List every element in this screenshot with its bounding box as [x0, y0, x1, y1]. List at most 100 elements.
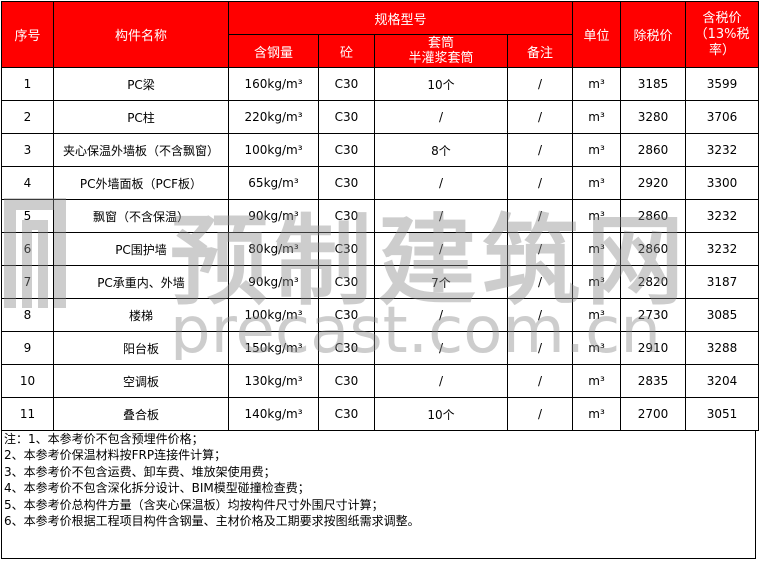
cell-name: PC承重内、外墙: [53, 265, 229, 299]
cell-remark: /: [506, 265, 574, 299]
cell-concrete: C30: [318, 397, 375, 431]
cell-steel: 65kg/m³: [228, 166, 319, 200]
table-row: 1 PC梁 160kg/m³ C30 10个 / m³ 3185 3599: [1, 67, 760, 101]
cell-remark: /: [506, 199, 574, 233]
cell-price-ex: 3280: [620, 100, 687, 134]
cell-steel: 150kg/m³: [228, 331, 319, 365]
cell-name: 飘窗（不含保温）: [53, 199, 229, 233]
table-row: 7 PC承重内、外墙 90kg/m³ C30 7个 / m³ 2820 3187: [1, 265, 760, 299]
header-price-inc: 含税价（13%税率）: [685, 1, 760, 68]
table-row: 5 飘窗（不含保温） 90kg/m³ C30// m³ 2860 3232: [1, 199, 760, 233]
table-row: 10 空调板 130kg/m³ C30// m³ 2835 3204: [1, 364, 760, 398]
cell-seq: 8: [1, 298, 54, 332]
cell-name: PC梁: [53, 67, 229, 101]
header-price-ex: 除税价: [620, 1, 687, 68]
note-line: 4、本参考价不包含深化拆分设计、BIM模型碰撞检查费；: [4, 481, 310, 496]
header-spec: 规格型号: [227, 1, 574, 35]
note-line: 3、本参考价不包含运费、卸车费、堆放架使用费；: [4, 464, 276, 479]
cell-remark: /: [506, 67, 574, 101]
cell-seq: 1: [1, 67, 54, 101]
cell-sleeve: 10个: [374, 397, 508, 431]
cell-concrete: C30: [318, 199, 375, 233]
header-unit: 单位: [572, 1, 622, 68]
cell-unit: m³: [572, 67, 622, 101]
cell-sleeve: /: [374, 100, 508, 134]
cell-unit: m³: [572, 397, 622, 431]
cell-price-inc: 3187: [685, 265, 760, 299]
cell-concrete: C30: [318, 133, 375, 167]
cell-price-ex: 3185: [620, 67, 687, 101]
cell-steel: 100kg/m³: [228, 298, 319, 332]
header-steel: 含钢量: [228, 34, 319, 68]
cell-steel: 140kg/m³: [228, 397, 319, 431]
cell-price-inc: 3300: [685, 166, 760, 200]
cell-price-ex: 2700: [620, 397, 687, 431]
cell-price-inc: 3232: [685, 199, 760, 233]
cell-sleeve: 7个: [374, 265, 508, 299]
cell-name: 楼梯: [53, 298, 229, 332]
cell-concrete: C30: [318, 364, 375, 398]
cell-steel: 160kg/m³: [228, 67, 319, 101]
cell-concrete: C30: [318, 331, 375, 365]
cell-remark: /: [506, 100, 574, 134]
cell-unit: m³: [572, 100, 622, 134]
cell-concrete: C30: [318, 67, 375, 101]
note-line: 注：1、本参考价不包含预埋件价格；: [4, 432, 204, 446]
cell-steel: 100kg/m³: [228, 133, 319, 167]
cell-unit: m³: [572, 364, 622, 398]
cell-price-inc: 3085: [685, 298, 760, 332]
price-table: 序号 构件名称 规格型号 单位 除税价 含税价（13%税率） 含钢量 砼 套筒 …: [1, 1, 760, 431]
cell-seq: 4: [1, 166, 54, 200]
cell-sleeve: 8个: [374, 133, 508, 167]
cell-price-inc: 3204: [685, 364, 760, 398]
cell-price-inc: 3706: [685, 100, 760, 134]
cell-seq: 7: [1, 265, 54, 299]
note-line: 2、本参考价保温材料按FRP连接件计算；: [4, 448, 227, 463]
cell-price-ex: 2860: [620, 133, 687, 167]
table-row: 8 楼梯 100kg/m³ C30// m³ 2730 3085: [1, 298, 760, 332]
cell-remark: /: [506, 133, 574, 167]
cell-seq: 3: [1, 133, 54, 167]
table-row: 6 PC围护墙 80kg/m³ C30// m³ 2860 3232: [1, 232, 760, 266]
table-row: 9 阳台板 150kg/m³ C30// m³ 2910 3288: [1, 331, 760, 365]
table-row: 4 PC外墙面板（PCF板） 65kg/m³ C30// m³ 2920 3300: [1, 166, 760, 200]
cell-seq: 11: [1, 397, 54, 431]
cell-steel: 90kg/m³: [228, 265, 319, 299]
cell-concrete: C30: [318, 298, 375, 332]
cell-name: 夹心保温外墙板（不含飘窗）: [53, 133, 229, 167]
cell-steel: 90kg/m³: [228, 199, 319, 233]
cell-name: PC外墙面板（PCF板）: [53, 166, 229, 200]
cell-concrete: C30: [318, 232, 375, 266]
cell-price-inc: 3232: [685, 232, 760, 266]
cell-name: PC围护墙: [53, 232, 229, 266]
cell-price-inc: 3288: [685, 331, 760, 365]
cell-price-inc: 3599: [685, 67, 760, 101]
cell-remark: /: [506, 166, 574, 200]
cell-remark: /: [506, 397, 574, 431]
header-remark: 备注: [506, 34, 574, 68]
header-sleeve: 套筒 半灌浆套筒: [374, 34, 508, 68]
cell-unit: m³: [572, 133, 622, 167]
cell-seq: 5: [1, 199, 54, 233]
table-row: 11 叠合板 140kg/m³ C30 10个 / m³ 2700 3051: [1, 397, 760, 431]
cell-price-ex: 2920: [620, 166, 687, 200]
cell-remark: /: [506, 298, 574, 332]
cell-steel: 220kg/m³: [228, 100, 319, 134]
cell-seq: 2: [1, 100, 54, 134]
cell-price-ex: 2860: [620, 199, 687, 233]
cell-price-ex: 2860: [620, 232, 687, 266]
cell-unit: m³: [572, 232, 622, 266]
cell-remark: /: [506, 232, 574, 266]
cell-remark: /: [506, 331, 574, 365]
table-row: 3 夹心保温外墙板（不含飘窗） 100kg/m³ C30 8个 / m³ 2860 3232: [1, 133, 760, 167]
header-concrete: 砼: [318, 34, 375, 68]
cell-price-ex: 2910: [620, 331, 687, 365]
cell-unit: m³: [572, 265, 622, 299]
header-name: 构件名称: [53, 1, 229, 68]
notes: 注：1、本参考价不包含预埋件价格； 2、本参考价保温材料按FRP连接件计算； 3…: [1, 430, 756, 559]
cell-remark: /: [506, 364, 574, 398]
cell-name: PC柱: [53, 100, 229, 134]
cell-seq: 9: [1, 331, 54, 365]
cell-unit: m³: [572, 298, 622, 332]
cell-price-ex: 2835: [620, 364, 687, 398]
